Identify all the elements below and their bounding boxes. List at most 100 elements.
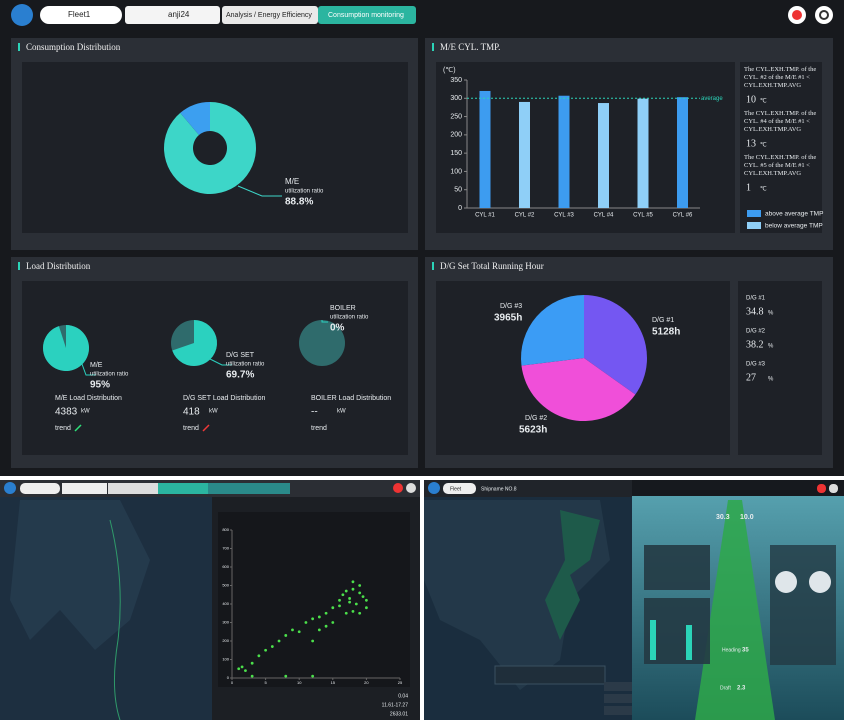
fleet: Fleet	[450, 486, 462, 492]
x-tick-label: CYL #1	[475, 213, 495, 219]
pie-slice	[43, 325, 90, 371]
trend-icon	[74, 424, 82, 432]
title-marker	[18, 262, 20, 270]
y-tick-label: 400	[222, 601, 229, 606]
segment-value: 88.8%	[285, 197, 313, 208]
segment-name: M/E	[285, 177, 299, 186]
y-tick-label: 350	[450, 77, 462, 84]
share-unit: %	[768, 311, 774, 317]
settings-icon[interactable]	[829, 484, 838, 493]
note-unit: ℃	[760, 99, 767, 105]
donut-segment	[180, 102, 210, 136]
button[interactable]	[604, 694, 632, 703]
stat: 2633.01	[390, 711, 408, 717]
select[interactable]	[62, 483, 107, 494]
share-name: D/G #1	[746, 296, 766, 302]
scatter-point	[365, 606, 368, 610]
y-tick-label: 600	[222, 564, 229, 569]
tab[interactable]	[208, 483, 290, 494]
x-tick-label: CYL #6	[673, 213, 693, 219]
x-tick-label: 25	[398, 680, 403, 685]
fleet: Fleet1	[68, 10, 91, 19]
ship-select[interactable]	[125, 6, 220, 24]
scatter-point	[284, 674, 288, 678]
scatter-point	[291, 628, 294, 632]
x-tick-label: CYL #3	[554, 213, 574, 219]
scatter-point	[348, 597, 351, 600]
scatter-point	[351, 587, 355, 591]
panel-title: M/E CYL. TMP.	[440, 42, 500, 52]
select[interactable]	[20, 483, 60, 494]
select[interactable]	[443, 483, 476, 494]
y-tick-label: 800	[222, 527, 229, 532]
legend-swatch	[747, 210, 761, 217]
scatter-point	[354, 602, 358, 606]
gauge	[809, 571, 831, 593]
x-tick-label: CYL #5	[633, 213, 653, 219]
alarm-icon[interactable]	[393, 483, 403, 493]
load-unit: kW	[209, 409, 218, 415]
settings-icon[interactable]	[406, 483, 416, 493]
scatter-point	[284, 634, 288, 637]
button[interactable]	[604, 706, 632, 715]
scatter-point	[311, 617, 315, 621]
leader-line	[209, 358, 232, 366]
legend-swatch	[747, 222, 761, 229]
trend-icon	[202, 424, 210, 432]
fleet-select[interactable]	[40, 6, 122, 24]
share-unit: %	[768, 344, 774, 350]
x-tick-label: 5	[264, 680, 267, 685]
scatter-point	[264, 648, 267, 652]
tab[interactable]	[318, 6, 416, 24]
tab[interactable]	[158, 483, 208, 494]
share-value: 34.8	[746, 306, 764, 317]
scatter-point	[358, 591, 362, 595]
menu-select[interactable]	[222, 6, 318, 24]
pie-name: D/G #1	[652, 317, 674, 324]
note-value: 10	[746, 94, 756, 105]
scatter-point	[344, 589, 348, 593]
screen-b-topbar	[424, 480, 632, 497]
settings-button[interactable]	[815, 6, 833, 24]
scatter-point	[270, 645, 274, 648]
share-value: 38.2	[746, 339, 764, 350]
lane	[695, 500, 775, 720]
panel-title: D/G Set Total Running Hour	[440, 261, 544, 271]
panel-title: Consumption Distribution	[26, 42, 121, 52]
load-unit: kW	[81, 409, 90, 415]
legend-label: below average TMP	[765, 223, 823, 230]
note-value: 13	[746, 138, 756, 149]
pie-value: 0%	[330, 323, 345, 334]
leader-line	[321, 320, 328, 323]
pie-name: BOILER	[330, 305, 356, 312]
load-value: 4383	[55, 407, 78, 418]
x-tick-label: 10	[297, 680, 302, 685]
load-caption: BOILER Load Distribution	[311, 395, 391, 402]
info-box	[770, 545, 836, 665]
scatter-point	[365, 598, 368, 602]
trend-label: trend	[311, 425, 327, 432]
y-tick-label: 700	[222, 546, 229, 551]
scatter-point	[250, 674, 254, 678]
title-marker	[18, 43, 20, 51]
button[interactable]	[604, 682, 632, 691]
scatter-point	[237, 667, 241, 671]
scatter-point	[344, 611, 348, 615]
logo[interactable]	[11, 4, 33, 26]
scatter-point	[331, 621, 335, 624]
select[interactable]	[108, 483, 158, 494]
scatter-point	[240, 665, 244, 669]
scatter-point	[304, 621, 308, 624]
x-tick-label: 20	[364, 680, 369, 685]
pie-slice	[172, 320, 218, 366]
scatter-point	[358, 611, 362, 615]
scatter-point	[250, 661, 254, 665]
land	[10, 500, 150, 650]
scatter-point	[338, 604, 341, 608]
scatter-point	[351, 610, 355, 613]
alarm-icon[interactable]	[817, 484, 826, 493]
scatter-point	[351, 580, 355, 584]
scatter-point	[311, 639, 315, 643]
region	[545, 510, 600, 640]
